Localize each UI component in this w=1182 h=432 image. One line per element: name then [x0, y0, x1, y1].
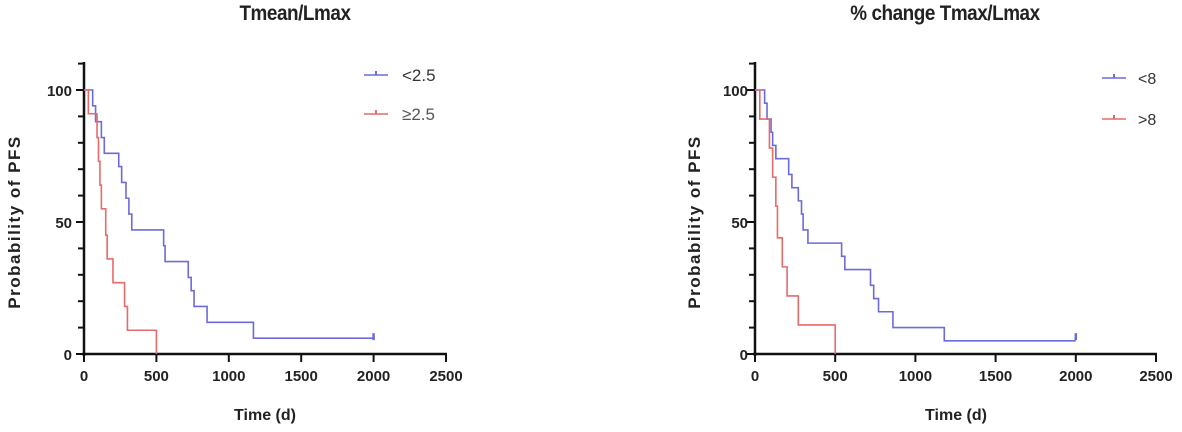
svg-text:1000: 1000 [899, 368, 932, 385]
legend-item-high: >8 [1102, 112, 1156, 129]
svg-text:2000: 2000 [357, 368, 390, 385]
svg-text:1500: 1500 [285, 368, 318, 385]
svg-text:2000: 2000 [1059, 368, 1092, 385]
chart-title: % change Tmax/Lmax [850, 2, 1040, 25]
svg-text:1000: 1000 [212, 368, 245, 385]
legend: <2.5 ≥2.5 [364, 66, 436, 124]
svg-text:100: 100 [47, 83, 72, 100]
axes [747, 62, 1157, 362]
y-axis-label: Probability of PFS [685, 135, 704, 308]
y-tick-labels: 100 50 0 [723, 83, 748, 364]
survival-curves [755, 89, 1078, 354]
legend-item-low: <8 [1102, 71, 1156, 88]
axes [76, 62, 447, 362]
svg-text:2500: 2500 [1139, 368, 1172, 385]
y-axis-label: Probability of PFS [5, 135, 24, 308]
km-chart-pct-change-tmax-lmax: % change Tmax/Lmax Probability of PFS Ti… [680, 0, 1182, 432]
svg-text:500: 500 [144, 368, 169, 385]
svg-text:500: 500 [823, 368, 848, 385]
legend: <8 >8 [1102, 71, 1156, 129]
chart-plot: Probability of PFS Time (d) 100 50 0 0 50… [685, 62, 1173, 424]
legend-item-low: <2.5 [364, 66, 436, 85]
svg-text:≥2.5: ≥2.5 [402, 105, 435, 124]
svg-text:2500: 2500 [429, 368, 462, 385]
svg-text:<2.5: <2.5 [402, 66, 436, 85]
km-chart-tmean-lmax: Tmean/Lmax Probability of PFS Time (d) 1… [0, 0, 590, 432]
svg-text:50: 50 [731, 215, 748, 232]
y-tick-labels: 100 50 0 [47, 83, 72, 364]
svg-text:50: 50 [55, 215, 72, 232]
x-tick-labels: 0 500 1000 1500 2000 2500 [751, 368, 1173, 385]
svg-text:>8: >8 [1138, 112, 1156, 129]
x-tick-labels: 0 500 1000 1500 2000 2500 [80, 368, 463, 385]
survival-curves [84, 89, 375, 354]
svg-text:0: 0 [80, 368, 88, 385]
svg-text:100: 100 [723, 83, 748, 100]
svg-text:0: 0 [740, 347, 748, 364]
chart-title: Tmean/Lmax [239, 2, 351, 25]
legend-item-high: ≥2.5 [364, 105, 435, 124]
x-axis-label: Time (d) [234, 407, 296, 424]
svg-text:0: 0 [64, 347, 72, 364]
x-axis-label: Time (d) [925, 407, 987, 424]
svg-text:0: 0 [751, 368, 759, 385]
svg-text:1500: 1500 [979, 368, 1012, 385]
svg-text:<8: <8 [1138, 71, 1156, 88]
chart-plot: Probability of PFS Time (d) 100 50 0 0 50… [5, 62, 463, 424]
